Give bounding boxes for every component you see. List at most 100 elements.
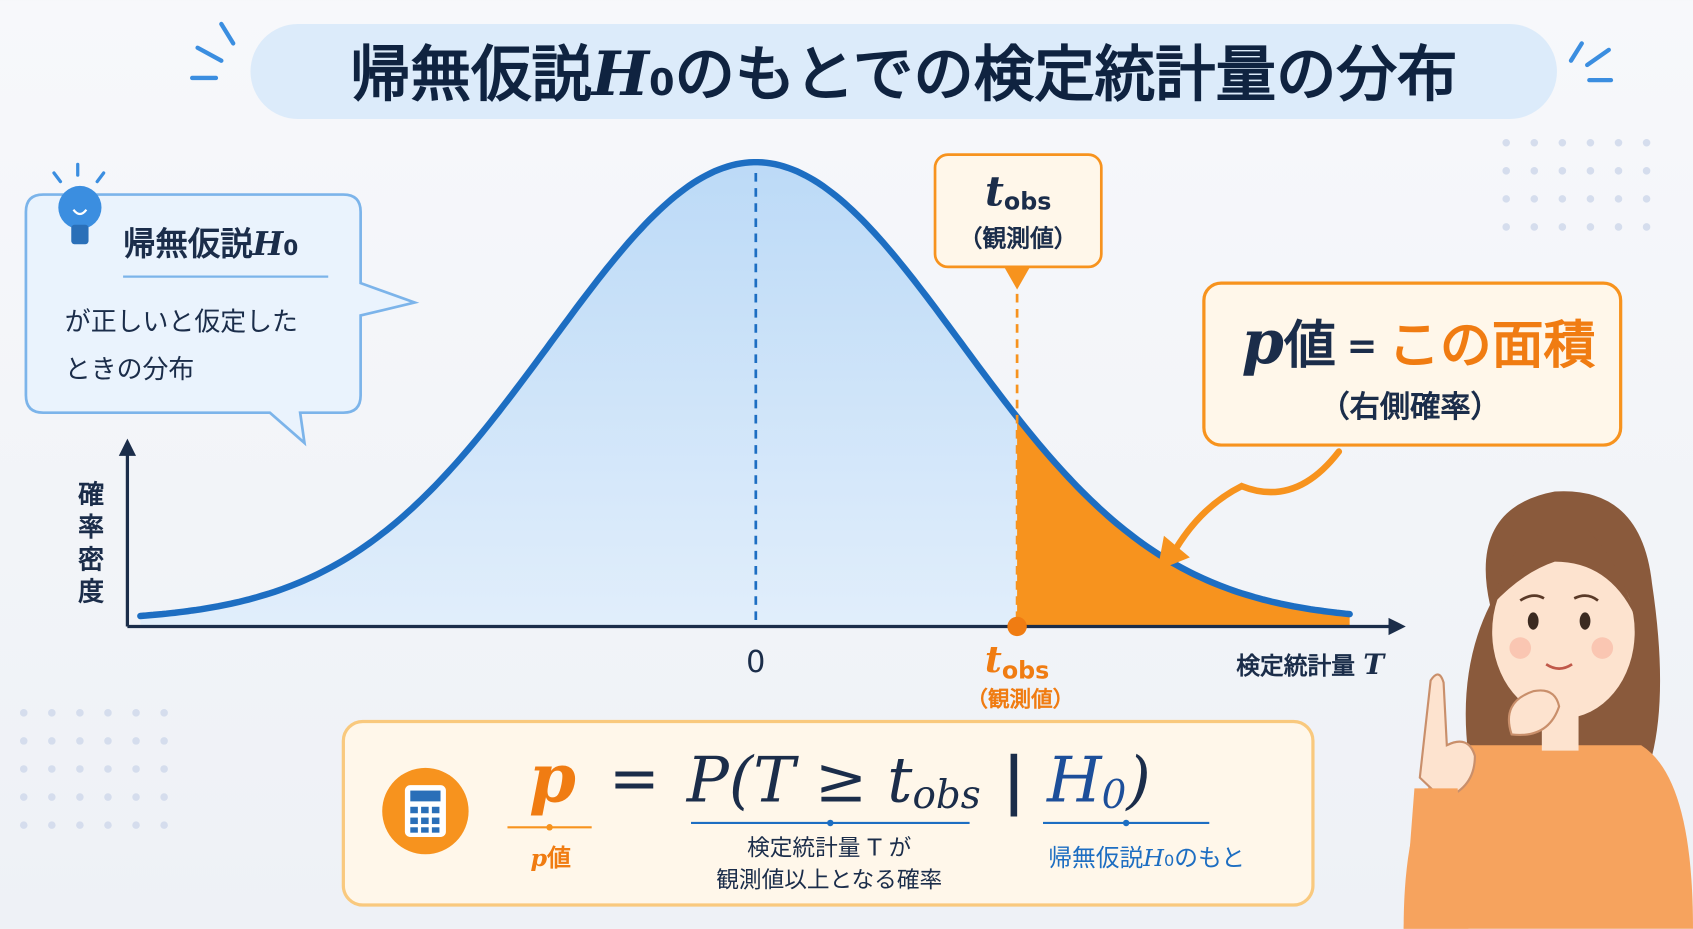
formula-equals: = (609, 744, 660, 814)
callout-bubble (24, 193, 420, 447)
shape (104, 709, 112, 717)
shape (19, 793, 28, 801)
callout-heading: 帰無仮説H0 (123, 225, 298, 263)
shape (431, 817, 440, 825)
shape (104, 765, 112, 773)
text-part: = (1347, 325, 1378, 368)
shape (1403, 788, 1469, 929)
title: 帰無仮説H0のもとでの検定統計量の分布 (350, 39, 1457, 110)
shape (1530, 223, 1539, 231)
text-part: H (590, 39, 651, 110)
text-part: 検定統計量 (1236, 652, 1355, 680)
shape (132, 821, 140, 829)
shape (1558, 195, 1567, 203)
shape (160, 765, 168, 773)
shape (1403, 745, 1693, 929)
shape (431, 827, 440, 833)
shape (1642, 195, 1651, 203)
p-label: p値 (530, 844, 571, 872)
x-axis-arrow (1388, 617, 1406, 636)
shape (1492, 545, 1635, 719)
shape (1642, 138, 1651, 147)
shape (1558, 138, 1567, 147)
shape (410, 806, 440, 833)
text-part: p (1242, 307, 1284, 378)
shape (827, 819, 834, 827)
title-banner (250, 23, 1557, 119)
shape (410, 817, 418, 825)
shape (48, 737, 56, 745)
shape (1502, 138, 1510, 147)
p-box-heading: p値 = この面積 (1242, 307, 1596, 378)
text-part: 0 (283, 236, 298, 261)
shape (421, 827, 429, 833)
shape (1530, 138, 1539, 147)
shape (1122, 819, 1130, 827)
x-tobs-note: （観測値） (966, 686, 1074, 712)
shape (19, 737, 28, 745)
title-sparks (190, 21, 1614, 83)
formula-box (341, 719, 1315, 907)
text-part: H (1046, 743, 1103, 816)
formula-lhs: p (529, 738, 576, 817)
text-part: 帰無仮説 (1048, 844, 1143, 872)
middle-label: 検定統計量 T が (747, 835, 912, 861)
shape (421, 806, 429, 814)
character-illustration (1403, 491, 1693, 929)
text-part: 値 (1283, 316, 1336, 376)
formula-rhs: P(T ≥ tobs | H0) (686, 742, 1151, 817)
shape (1418, 673, 1476, 801)
text-part: のもと (1174, 844, 1245, 872)
p-arrow (1168, 448, 1343, 560)
shape (1585, 47, 1611, 68)
shape (410, 806, 418, 814)
text-part: p (529, 738, 576, 817)
text-part (1355, 652, 1363, 680)
shape (1509, 637, 1532, 659)
shape (1530, 195, 1539, 203)
t-obs-point (1007, 616, 1027, 637)
shape (1591, 637, 1614, 659)
shape (160, 821, 168, 829)
shape (76, 765, 84, 773)
text-part: | (981, 742, 1047, 817)
text-part: ) (1124, 743, 1150, 816)
text-part: obs (1002, 656, 1049, 684)
shape (1568, 41, 1584, 63)
shape (19, 765, 28, 773)
text-part: 0 (1164, 851, 1174, 870)
shape (1545, 663, 1573, 670)
shape (48, 765, 56, 773)
text-part: t (985, 166, 1004, 215)
text-part: H (252, 225, 285, 263)
text-part: 値 (546, 844, 571, 872)
text-part: obs (912, 773, 980, 818)
lightbulb-icon (52, 162, 106, 245)
shape (1530, 167, 1539, 175)
shape (1614, 167, 1623, 175)
marker-symbol: tobs (985, 166, 1051, 215)
shape (1586, 167, 1595, 175)
text-part: T (1363, 648, 1386, 681)
shape (1507, 689, 1561, 737)
shape (431, 806, 440, 814)
callout-line: が正しいと仮定した (65, 308, 298, 338)
shape (1558, 223, 1567, 231)
shape (19, 709, 28, 717)
shape (160, 737, 168, 745)
marker-note: （観測値） (959, 224, 1078, 252)
calculator-icon (382, 767, 469, 855)
text-part: H (1142, 844, 1165, 872)
text-part: t (985, 638, 1002, 681)
callout-line: ときの分布 (65, 355, 195, 385)
shape (1502, 223, 1510, 231)
density-curve (137, 158, 1353, 620)
right-label: 帰無仮説H0のもと (1048, 844, 1245, 872)
formula-underlines (507, 819, 1210, 831)
text-part: のもとでの検定統計量の分布 (675, 40, 1458, 110)
shape (195, 45, 224, 63)
shape (1586, 138, 1595, 147)
x-axis-label: 検定統計量 T (1236, 648, 1386, 681)
